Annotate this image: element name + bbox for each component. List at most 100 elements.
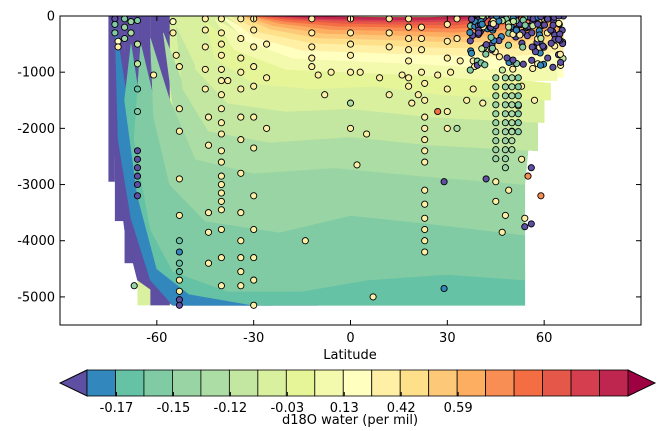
x-tick-label: -30 xyxy=(243,331,264,346)
observation-point-124 xyxy=(405,16,413,23)
observation-point-174 xyxy=(505,186,513,194)
colorbar-tick-label: -0.12 xyxy=(214,401,248,416)
colorbar-swatch xyxy=(200,369,230,397)
colorbar-swatch xyxy=(172,369,202,397)
observation-point-169 xyxy=(482,175,490,183)
observation-point-north-84 xyxy=(549,63,557,71)
observation-point-58 xyxy=(217,130,225,138)
observation-point-north-151 xyxy=(503,54,511,62)
observation-point-56 xyxy=(217,105,225,113)
x-axis-label: Latitude xyxy=(323,348,377,363)
observation-point-6 xyxy=(121,23,129,31)
observation-point-142 xyxy=(421,147,429,155)
observation-point-182 xyxy=(527,164,535,172)
observation-point-88 xyxy=(250,113,258,121)
observation-point-54 xyxy=(217,77,225,85)
observation-point-52 xyxy=(217,51,225,59)
observation-point-85 xyxy=(250,43,258,51)
observation-point-109 xyxy=(346,40,355,48)
observation-point-171 xyxy=(492,197,500,205)
observation-point-north-161 xyxy=(528,43,536,51)
observation-point-91 xyxy=(250,225,258,234)
observation-point-90 xyxy=(250,192,258,200)
observation-point-13 xyxy=(133,85,142,93)
observation-point-61 xyxy=(217,172,225,180)
observation-point-99 xyxy=(308,16,316,23)
observation-point-64 xyxy=(217,197,225,205)
observation-point-94 xyxy=(250,301,258,309)
observation-point-2 xyxy=(111,29,119,37)
observation-point-148 xyxy=(421,237,429,245)
observation-point-108 xyxy=(346,29,355,37)
observation-point-57 xyxy=(217,119,225,127)
observation-point-27 xyxy=(175,105,183,113)
observation-point-north-160 xyxy=(555,19,563,27)
observation-point-34 xyxy=(175,268,183,276)
observation-point-col1-4 xyxy=(501,110,509,118)
observation-point-66 xyxy=(217,225,225,234)
observation-point-5 xyxy=(121,16,129,23)
observation-point-60 xyxy=(217,158,225,166)
observation-point-173 xyxy=(501,211,509,219)
observation-point-north-138 xyxy=(467,49,476,57)
observation-point-north-39 xyxy=(544,54,552,62)
observation-point-north-153 xyxy=(547,39,555,47)
observation-point-186 xyxy=(537,192,545,200)
observation-point-north-80 xyxy=(478,45,486,53)
observation-point-33 xyxy=(175,259,183,267)
observation-point-82 xyxy=(237,282,245,290)
observation-point-north-107 xyxy=(528,29,536,37)
observation-point-31 xyxy=(175,237,183,245)
observation-point-7 xyxy=(121,34,129,43)
observation-point-162 xyxy=(453,16,461,23)
observation-point-114 xyxy=(353,161,361,169)
observation-point-north-137 xyxy=(512,26,520,34)
observation-point-col0-6 xyxy=(492,128,500,136)
observation-point-col1-9 xyxy=(501,155,509,163)
observation-point-123 xyxy=(398,71,406,79)
observation-point-104 xyxy=(314,71,322,79)
observation-point-89 xyxy=(250,144,258,152)
observation-point-col2-7 xyxy=(508,137,516,145)
observation-point-150 xyxy=(434,107,442,116)
observation-point-17 xyxy=(133,164,142,172)
observation-point-139 xyxy=(421,113,429,121)
observation-point-138 xyxy=(421,96,429,104)
observation-point-north-143 xyxy=(505,23,513,31)
observation-point-67 xyxy=(217,254,225,262)
observation-point-103 xyxy=(308,63,316,71)
observation-point-161 xyxy=(453,124,461,132)
observation-point-71 xyxy=(237,34,245,43)
observation-point-73 xyxy=(237,68,245,76)
observation-point-78 xyxy=(237,209,245,217)
colorbar-over-arrow xyxy=(627,369,657,397)
observation-point-126 xyxy=(405,34,413,43)
observation-point-156 xyxy=(443,54,451,62)
observation-point-col3-6 xyxy=(514,128,522,136)
observation-point-4 xyxy=(114,43,122,51)
observation-point-north-156 xyxy=(487,33,495,41)
observation-point-north-159 xyxy=(519,43,527,51)
observation-point-43 xyxy=(201,85,209,93)
observation-point-119 xyxy=(385,16,393,23)
observation-point-116 xyxy=(363,130,371,138)
observation-point-165 xyxy=(463,96,471,104)
observation-point-col2-5 xyxy=(508,119,516,127)
observation-point-146 xyxy=(421,214,429,222)
observation-point-24 xyxy=(169,29,177,37)
colorbar-tick-label: -0.03 xyxy=(270,401,304,416)
observation-point-74 xyxy=(237,85,245,93)
observation-point-111 xyxy=(346,68,355,76)
observation-point-112 xyxy=(346,99,355,107)
observation-point-north-130 xyxy=(509,56,517,64)
observation-point-col1-2 xyxy=(501,92,509,100)
observation-point-153 xyxy=(440,284,448,293)
observation-point-35 xyxy=(175,276,183,284)
observation-point-118 xyxy=(376,74,384,82)
colorbar-swatch xyxy=(314,369,344,397)
observation-point-12 xyxy=(133,60,142,68)
observation-point-col2-6 xyxy=(508,128,516,136)
field-edge-column-0 xyxy=(108,16,115,182)
colorbar-tick-label: 0.59 xyxy=(444,401,473,416)
observation-point-86 xyxy=(250,63,258,71)
